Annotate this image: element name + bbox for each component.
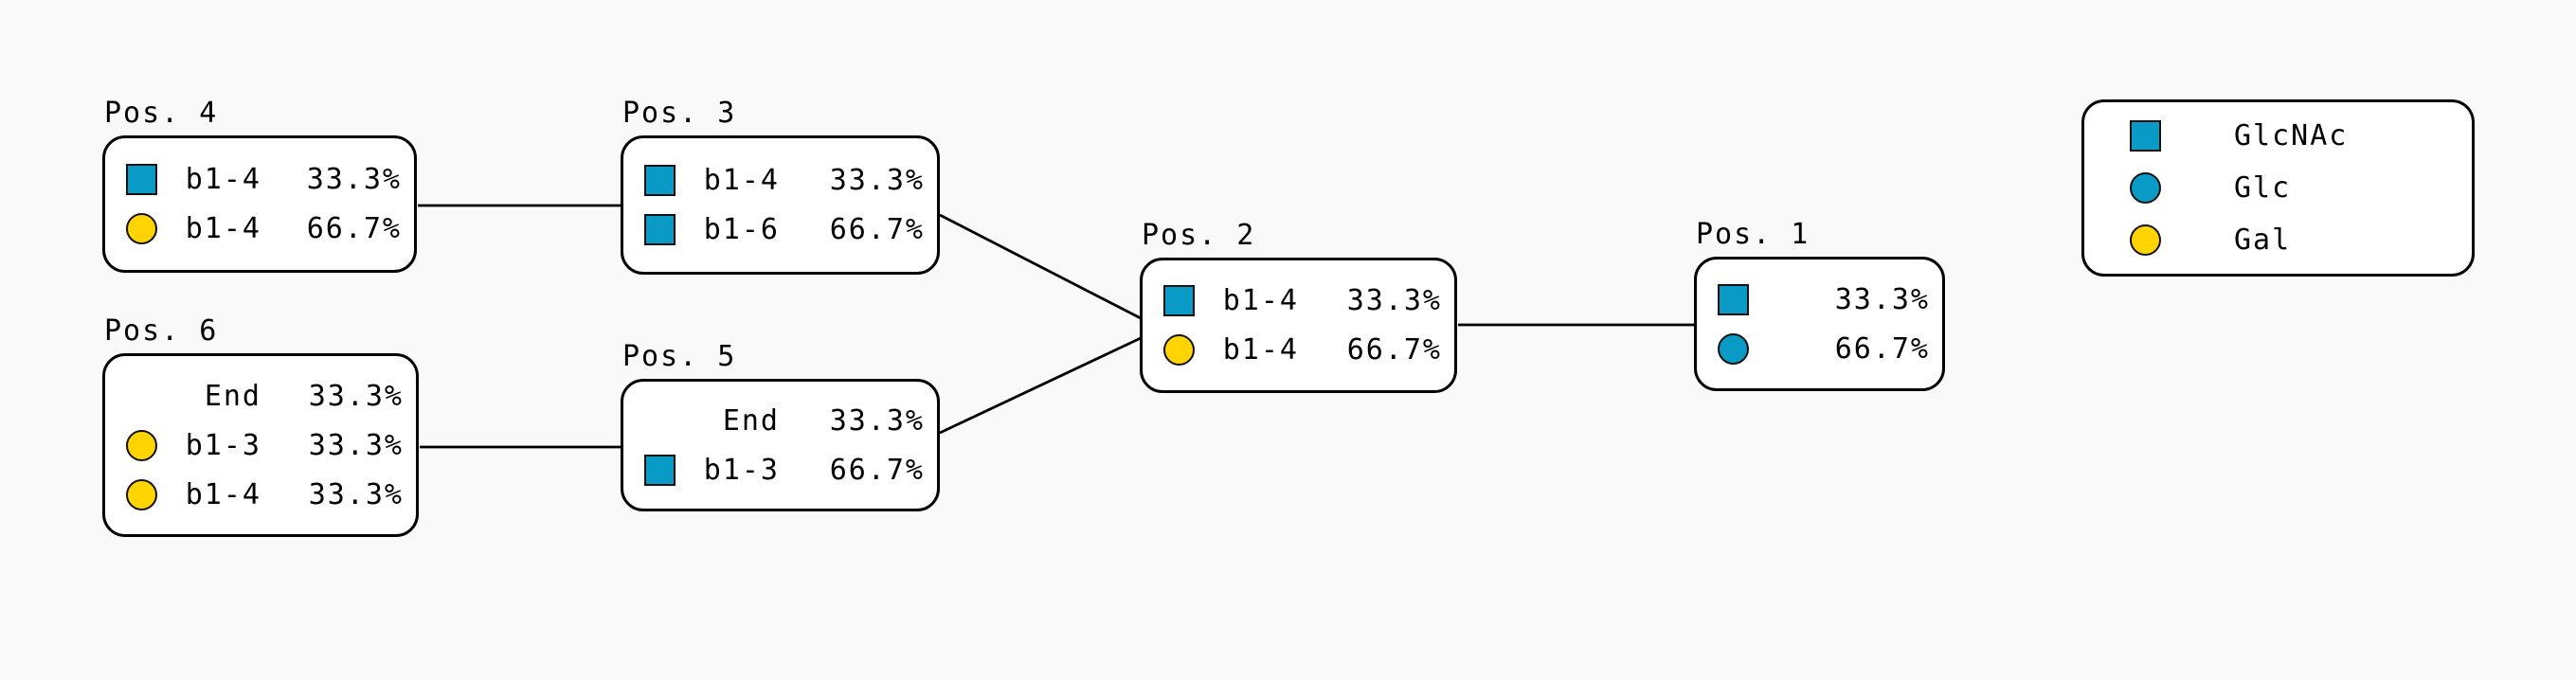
- node-box: 33.3% 66.7%: [1694, 257, 1945, 391]
- glcnac-square-icon: [644, 214, 676, 245]
- gal-circle-icon: [126, 478, 157, 510]
- legend-label: Gal: [2234, 224, 2292, 257]
- percent-label: 33.3%: [829, 164, 925, 197]
- residue-row: b1-4 66.7%: [126, 212, 402, 245]
- legend-item: Glc: [2130, 171, 2453, 205]
- linkage-label: b1-3: [703, 453, 780, 487]
- percent-label: 33.3%: [1346, 284, 1442, 317]
- node-title: Pos. 3: [622, 97, 737, 130]
- linkage-label: b1-4: [1222, 333, 1299, 367]
- linkage-label: b1-6: [703, 213, 780, 246]
- legend-item: Gal: [2130, 224, 2453, 257]
- residue-row: b1-4 33.3%: [126, 477, 404, 511]
- percent-label: 33.3%: [308, 477, 404, 511]
- linkage-label: b1-4: [185, 163, 261, 196]
- node-pos6: Pos. 6 End 33.3% b1-3 33.3% b1-4 33.3%: [102, 314, 419, 537]
- percent-label: 66.7%: [829, 213, 925, 246]
- node-box: End 33.3% b1-3 66.7%: [621, 379, 940, 511]
- legend-label: Glc: [2234, 171, 2292, 205]
- residue-row: b1-6 66.7%: [644, 213, 925, 246]
- legend: GlcNAc Glc Gal: [2081, 99, 2475, 277]
- node-pos3: Pos. 3 b1-4 33.3% b1-6 66.7%: [621, 97, 940, 275]
- percent-label: 66.7%: [1834, 331, 1930, 366]
- node-box: b1-4 33.3% b1-6 66.7%: [621, 135, 940, 275]
- residue-row: End 33.3%: [126, 379, 404, 413]
- node-box: b1-4 33.3% b1-4 66.7%: [1140, 258, 1457, 393]
- glcnac-square-icon: [1718, 283, 1749, 315]
- gal-circle-icon: [2130, 224, 2161, 256]
- glcnac-square-icon: [644, 454, 676, 486]
- residue-row: b1-4 33.3%: [126, 163, 402, 196]
- linkage-label: b1-4: [703, 164, 780, 197]
- percent-label: 66.7%: [306, 212, 402, 245]
- residue-row: End 33.3%: [644, 403, 925, 438]
- node-title: Pos. 2: [1142, 219, 1256, 252]
- linkage-label: b1-4: [185, 212, 261, 245]
- residue-row: b1-4 66.7%: [1163, 333, 1442, 367]
- residue-row: b1-4 33.3%: [1163, 284, 1442, 317]
- node-pos5: Pos. 5 End 33.3% b1-3 66.7%: [621, 340, 940, 511]
- node-title: Pos. 6: [104, 314, 219, 348]
- glcnac-square-icon: [2130, 120, 2161, 152]
- glcnac-square-icon: [126, 164, 157, 195]
- node-title: Pos. 5: [622, 340, 737, 373]
- linkage-label: End: [204, 379, 261, 413]
- glc-circle-icon: [1718, 332, 1749, 365]
- percent-label: 66.7%: [1346, 333, 1442, 367]
- node-box: b1-4 33.3% b1-4 66.7%: [102, 135, 417, 273]
- percent-label: 66.7%: [829, 453, 925, 487]
- percent-label: 33.3%: [1834, 282, 1930, 316]
- node-title: Pos. 1: [1696, 218, 1810, 251]
- edge-pos3-pos2: [939, 213, 1142, 320]
- residue-row: 33.3%: [1718, 282, 1930, 316]
- node-title: Pos. 4: [104, 97, 219, 130]
- glcnac-square-icon: [644, 165, 676, 196]
- residue-row: b1-3 33.3%: [126, 428, 404, 462]
- gal-circle-icon: [126, 213, 157, 244]
- percent-label: 33.3%: [308, 428, 404, 462]
- gal-circle-icon: [1163, 334, 1195, 366]
- legend-item: GlcNAc: [2130, 119, 2453, 152]
- gal-circle-icon: [126, 429, 157, 461]
- glcnac-square-icon: [1163, 285, 1195, 316]
- glc-circle-icon: [2130, 172, 2161, 204]
- percent-label: 33.3%: [308, 379, 404, 413]
- linkage-label: b1-4: [185, 477, 261, 511]
- residue-row: b1-3 66.7%: [644, 453, 925, 487]
- percent-label: 33.3%: [306, 163, 402, 196]
- legend-label: GlcNAc: [2234, 119, 2349, 152]
- legend-box: GlcNAc Glc Gal: [2081, 99, 2475, 277]
- percent-label: 33.3%: [829, 403, 925, 438]
- node-pos4: Pos. 4 b1-4 33.3% b1-4 66.7%: [102, 97, 417, 273]
- linkage-label: b1-4: [1222, 284, 1299, 317]
- residue-row: 66.7%: [1718, 331, 1930, 366]
- linkage-label: b1-3: [185, 428, 261, 462]
- linkage-label: End: [722, 403, 780, 438]
- node-pos2: Pos. 2 b1-4 33.3% b1-4 66.7%: [1140, 219, 1457, 393]
- residue-row: b1-4 33.3%: [644, 164, 925, 197]
- edge-pos5-pos2: [939, 336, 1142, 435]
- node-box: End 33.3% b1-3 33.3% b1-4 33.3%: [102, 353, 419, 537]
- node-pos1: Pos. 1 33.3% 66.7%: [1694, 218, 1945, 391]
